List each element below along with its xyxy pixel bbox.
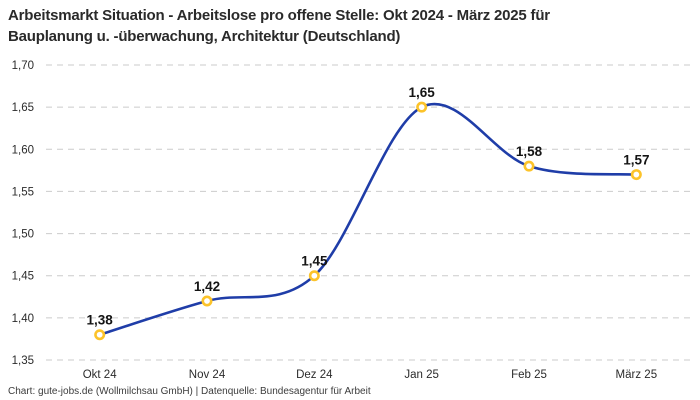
chart-footer-source: Chart: gute-jobs.de (Wollmilchsau GmbH) … bbox=[8, 386, 371, 397]
data-point-value-label: 1,45 bbox=[301, 254, 328, 269]
data-point-marker bbox=[630, 169, 642, 181]
y-axis-tick-label: 1,60 bbox=[12, 144, 34, 156]
data-point-marker bbox=[416, 101, 428, 113]
y-axis-tick-label: 1,40 bbox=[12, 313, 34, 325]
x-axis-tick-label: Nov 24 bbox=[189, 369, 226, 381]
chart-title: Arbeitsmarkt Situation - Arbeitslose pro… bbox=[8, 5, 692, 47]
x-axis-tick-label: März 25 bbox=[616, 369, 658, 381]
data-point-value-label: 1,65 bbox=[409, 85, 436, 100]
data-point-marker bbox=[201, 295, 213, 307]
x-axis-tick-label: Jan 25 bbox=[404, 369, 439, 381]
data-point-value-label: 1,38 bbox=[87, 313, 114, 328]
data-point-value-label: 1,58 bbox=[516, 144, 543, 159]
y-axis-tick-label: 1,45 bbox=[12, 271, 34, 283]
data-point-marker bbox=[94, 329, 106, 341]
y-axis-tick-label: 1,50 bbox=[12, 229, 34, 241]
data-series-line bbox=[98, 102, 638, 336]
y-axis-tick-label: 1,35 bbox=[12, 355, 34, 367]
chart-title-line1: Arbeitsmarkt Situation - Arbeitslose pro… bbox=[8, 7, 550, 24]
y-axis-tick-label: 1,65 bbox=[12, 102, 34, 114]
x-axis-tick-label: Dez 24 bbox=[296, 369, 333, 381]
data-point-marker bbox=[308, 270, 320, 282]
data-point-value-label: 1,57 bbox=[623, 153, 649, 168]
y-axis-tick-label: 1,70 bbox=[12, 60, 34, 72]
data-point-marker bbox=[523, 160, 535, 172]
data-point-value-label: 1,42 bbox=[194, 279, 220, 294]
y-axis-tick-label: 1,55 bbox=[12, 186, 34, 198]
chart-title-line2: Bauplanung u. -überwachung, Architektur … bbox=[8, 28, 401, 45]
x-axis-tick-label: Okt 24 bbox=[83, 369, 117, 381]
x-axis-tick-label: Feb 25 bbox=[511, 369, 547, 381]
